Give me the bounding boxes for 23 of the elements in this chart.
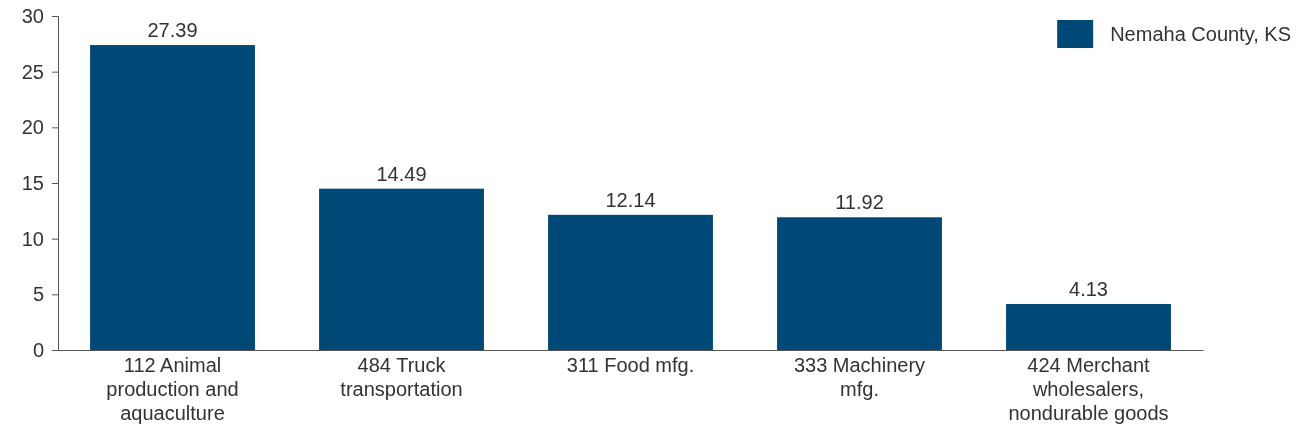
x-tick-label: 484 Truck transportation: [340, 354, 463, 401]
bar: [548, 214, 713, 350]
y-tick-label: 10: [21, 227, 44, 250]
bar: [777, 217, 942, 350]
y-tick-label: 5: [32, 283, 44, 306]
data-label: 11.92: [835, 191, 884, 214]
x-tick-label: 333 Machinery mfg.: [793, 354, 926, 401]
bar: [319, 188, 484, 350]
legend-label: Nemaha County, KS: [1110, 23, 1291, 45]
x-tick-label: 112 Animal production and aquaculture: [106, 354, 239, 425]
data-label: 4.13: [1069, 278, 1108, 301]
y-tick-label: 25: [21, 60, 44, 83]
x-tick-label: 311 Food mfg.: [566, 354, 695, 377]
y-tick-label: 20: [21, 116, 44, 139]
data-label: 14.49: [376, 162, 427, 185]
data-label: 12.14: [605, 188, 656, 211]
bar: [1006, 304, 1171, 350]
y-tick-label: 15: [21, 171, 44, 194]
y-tick-label: 30: [21, 4, 44, 27]
bar: [90, 45, 255, 350]
y-tick-label: 0: [32, 338, 44, 361]
data-label: 27.39: [147, 19, 198, 42]
x-tick-label: 424 Merchant wholesalers, nondurable goods: [1008, 354, 1169, 425]
